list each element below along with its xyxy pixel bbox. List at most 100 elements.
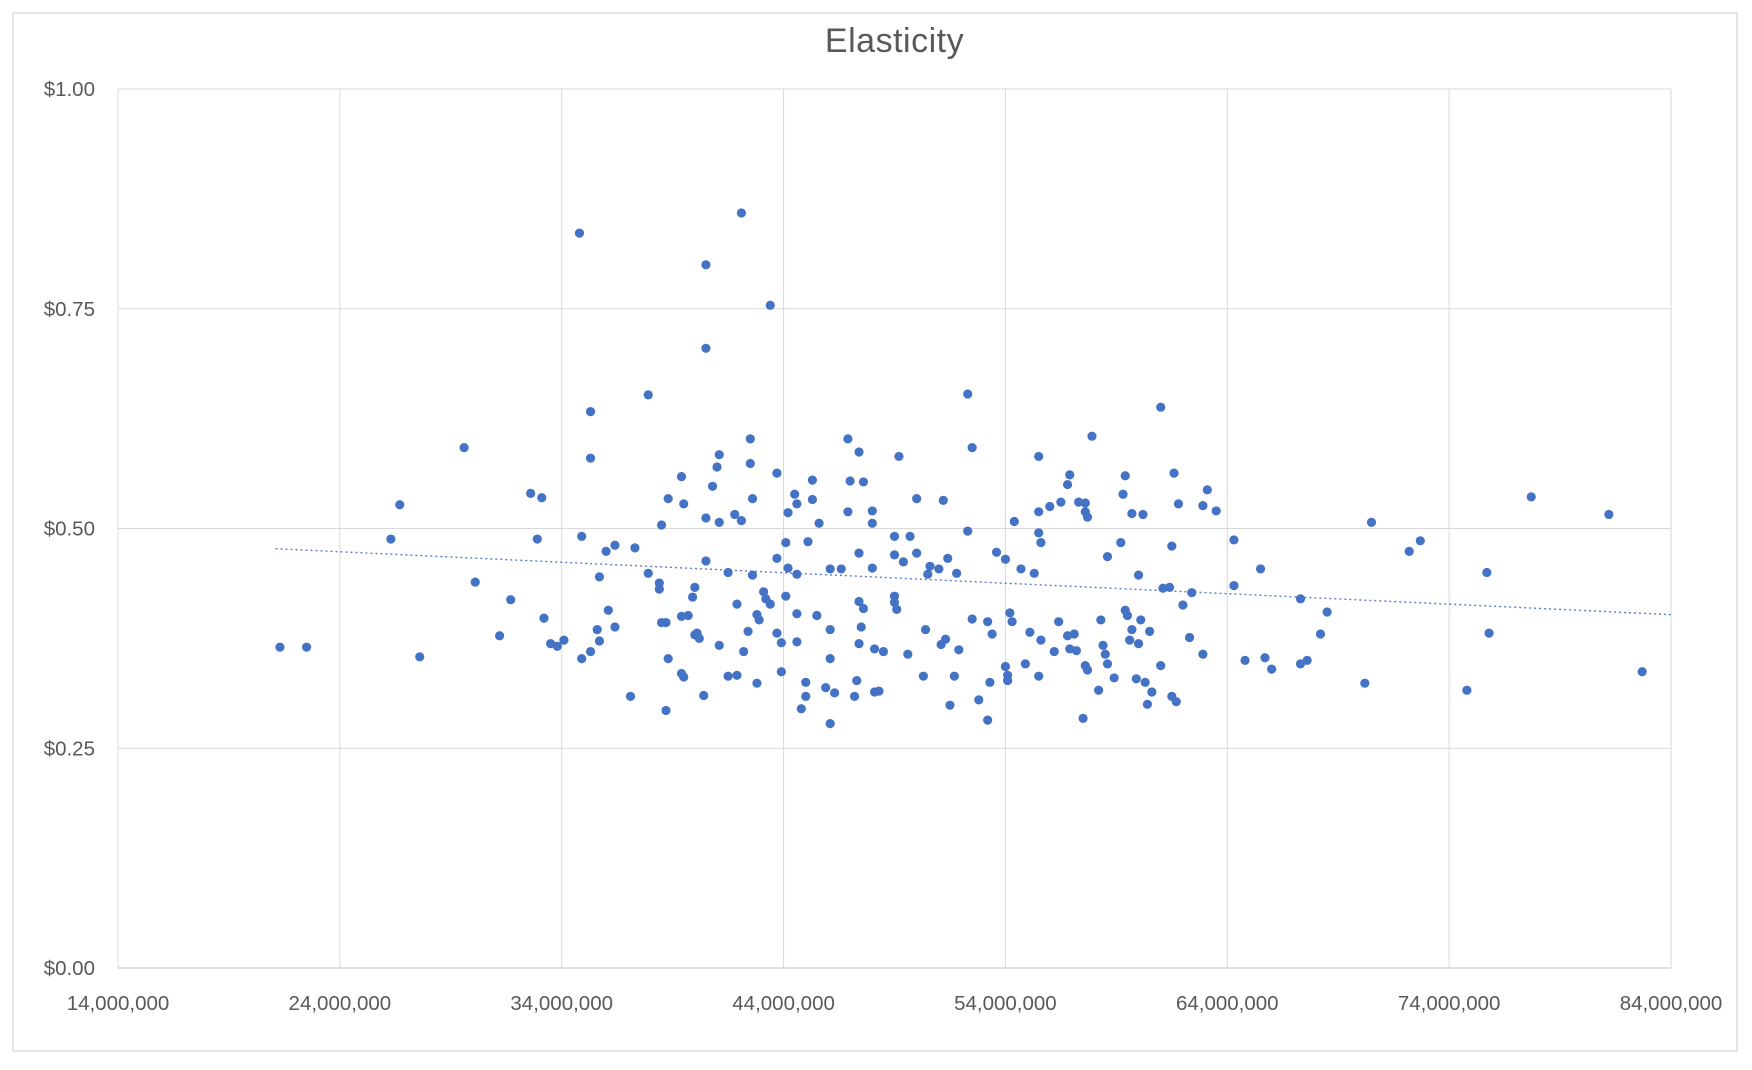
- scatter-point: [1082, 512, 1093, 522]
- y-tick-label: $0.75: [44, 298, 95, 321]
- scatter-point: [923, 569, 933, 579]
- scatter-point: [690, 582, 700, 592]
- scatter-point: [1127, 508, 1137, 519]
- scatter-point: [714, 640, 724, 651]
- scatter-point: [1240, 655, 1250, 665]
- x-tick-label: 24,000,000: [289, 992, 392, 1015]
- scatter-point: [459, 443, 469, 453]
- scatter-point: [892, 604, 902, 614]
- scatter-point: [783, 508, 793, 518]
- scatter-point: [1131, 674, 1141, 684]
- scatter-point: [1462, 685, 1472, 695]
- scatter-point: [792, 609, 802, 619]
- scatter-point: [983, 617, 993, 627]
- scatter-point: [963, 526, 973, 536]
- scatter-point: [663, 653, 673, 664]
- scatter-point: [610, 540, 620, 550]
- scatter-point: [825, 653, 835, 664]
- scatter-point: [843, 507, 853, 517]
- scatter-point: [743, 626, 753, 636]
- scatter-point: [858, 603, 869, 614]
- scatter-point: [867, 506, 877, 516]
- scatter-point: [825, 719, 835, 729]
- scatter-point: [772, 628, 782, 638]
- scatter-point: [1122, 610, 1133, 621]
- scatter-point: [856, 622, 866, 632]
- x-tick-label: 74,000,000: [1398, 992, 1501, 1015]
- scatter-point: [825, 564, 835, 574]
- scatter-point: [843, 434, 853, 444]
- scatter-point: [940, 634, 951, 644]
- scatter-point: [1165, 582, 1175, 592]
- scatter-point: [1295, 594, 1306, 604]
- scatter-point: [765, 599, 775, 609]
- scatter-point: [1094, 685, 1104, 695]
- scatter-point: [1116, 537, 1126, 548]
- scatter-point: [792, 499, 802, 509]
- scatter-point: [852, 675, 862, 686]
- scatter-point: [707, 481, 718, 491]
- scatter-point: [1016, 564, 1026, 574]
- x-tick-label: 64,000,000: [1176, 992, 1279, 1015]
- scatter-point: [1169, 468, 1179, 478]
- x-tick-label: 34,000,000: [510, 992, 613, 1015]
- scatter-point: [912, 548, 922, 558]
- scatter-point: [1082, 665, 1093, 675]
- scatter-point: [912, 494, 922, 504]
- scatter-point: [1184, 632, 1195, 643]
- scatter-point: [714, 517, 724, 527]
- scatter-point: [1315, 629, 1326, 639]
- scatter-point: [776, 667, 786, 677]
- scatter-point: [1065, 470, 1075, 480]
- y-tick-label: $0.00: [44, 957, 95, 980]
- scatter-point: [1034, 671, 1044, 681]
- scatter-point: [1000, 554, 1011, 564]
- scatter-point: [594, 572, 605, 582]
- scatter-point: [395, 500, 405, 510]
- scatter-point: [1071, 646, 1082, 656]
- scatter-point: [1025, 627, 1035, 637]
- scatter-point: [1078, 713, 1088, 723]
- scatter-point: [1255, 564, 1266, 574]
- scatter-point: [683, 610, 693, 621]
- scatter-point: [585, 406, 596, 417]
- scatter-point: [585, 453, 596, 463]
- scatter-point: [858, 477, 869, 487]
- scatter-point: [739, 646, 749, 657]
- scatter-point: [938, 495, 948, 505]
- scatter-point: [643, 568, 653, 578]
- scatter-point: [772, 553, 782, 563]
- scatter-point: [1187, 588, 1197, 598]
- scatter-point: [963, 389, 973, 399]
- scatter-point: [1120, 471, 1130, 481]
- scatter-point: [688, 592, 698, 602]
- scatter-point: [905, 531, 915, 542]
- scatter-point: [506, 595, 516, 605]
- scatter-point: [301, 642, 312, 652]
- scatter-point: [772, 468, 782, 478]
- scatter-point: [625, 691, 636, 701]
- scatter-point: [594, 636, 605, 646]
- trendline: [275, 548, 1672, 616]
- scatter-point: [1098, 640, 1108, 651]
- scatter-point: [812, 610, 822, 621]
- scatter-point: [559, 635, 569, 645]
- scatter-point: [1007, 617, 1017, 627]
- scatter-point: [754, 615, 764, 625]
- scatter-point: [1029, 568, 1039, 578]
- scatter-point: [1045, 501, 1055, 512]
- scatter-point: [1142, 699, 1153, 709]
- scatter-point: [867, 518, 877, 528]
- scatter-point: [732, 670, 742, 680]
- scatter-point: [987, 629, 997, 639]
- scatter-point: [903, 649, 913, 659]
- scatter-point: [1171, 697, 1181, 707]
- scatter-point: [730, 509, 740, 520]
- scatter-point: [1133, 570, 1144, 580]
- scatter-point: [1049, 646, 1059, 657]
- scatter-point: [736, 515, 747, 526]
- scatter-point: [723, 567, 733, 578]
- scatter-point: [854, 548, 864, 558]
- scatter-point: [1260, 653, 1270, 663]
